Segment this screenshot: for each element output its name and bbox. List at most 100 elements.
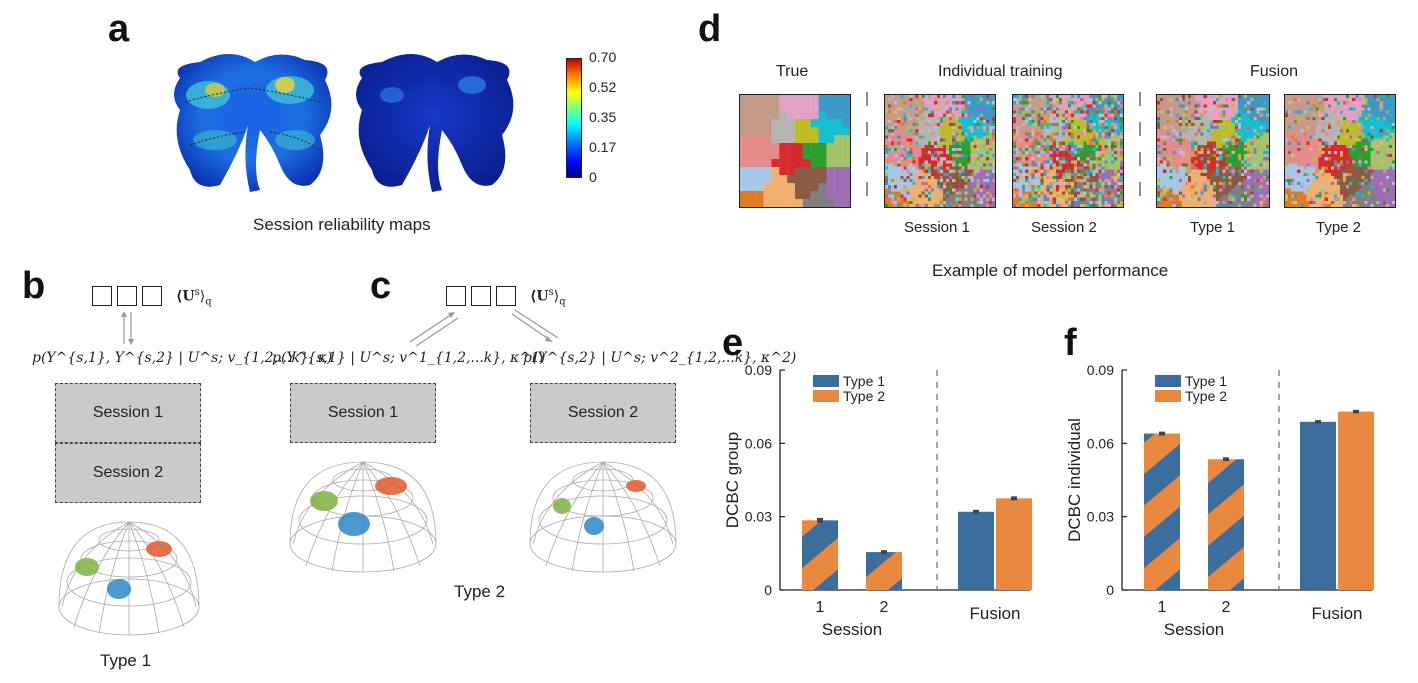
- cluster-orange: [375, 477, 407, 495]
- session2-box-b: Session 2: [55, 443, 201, 503]
- cluster-green: [310, 491, 338, 511]
- legend-swatch-type2: [813, 390, 839, 402]
- expectation-label-b: ⟨Us⟩q: [176, 287, 212, 308]
- reliability-map-session2: [356, 54, 514, 192]
- parcellation-session2: [1012, 94, 1124, 208]
- panel-a-caption: Session reliability maps: [253, 215, 431, 234]
- hemisphere-type2-session2: [529, 461, 677, 573]
- y-tick-label: 0.06: [1087, 435, 1114, 451]
- cluster-blue: [107, 579, 131, 599]
- x-tick-label-fusion: Fusion: [1311, 604, 1362, 623]
- likelihood-b: p(Y^{s,1}, Y^{s,2} | U^s; v_{1,2,...k}, …: [32, 350, 333, 366]
- error-bar: [1315, 420, 1321, 424]
- y-tick-label: 0.09: [1087, 362, 1114, 378]
- expectation-superscript: s: [548, 287, 554, 298]
- x-axis-label: Session: [1164, 620, 1224, 639]
- bar-session-2: [866, 552, 902, 590]
- legend-swatch-type1: [813, 375, 839, 387]
- x-tick-label: 2: [880, 599, 889, 616]
- divider-dashed: [866, 92, 868, 212]
- x-tick-label: 2: [1222, 599, 1231, 616]
- cluster-orange: [626, 480, 646, 492]
- posterior-square: [471, 286, 491, 306]
- chart-dcbc-individual: 0 0.03 0.06 0.09 DCBC individual 1 2 Fusion Sess…: [1065, 362, 1374, 639]
- d-label-session1: Session 1: [904, 219, 970, 236]
- error-bar: [817, 517, 823, 523]
- colorbar-tick: 0.70: [589, 49, 617, 65]
- bar-session-1: [802, 520, 838, 590]
- cluster-blue: [584, 517, 604, 535]
- d-title-individual: Individual training: [938, 63, 1063, 80]
- y-tick-label: 0.09: [745, 362, 772, 378]
- panel-letter-e: e: [722, 322, 744, 364]
- arrows-c: [409, 309, 559, 347]
- y-tick-label: 0.06: [745, 435, 772, 451]
- expectation-symbol: ⟨U: [530, 288, 549, 305]
- posterior-square: [92, 286, 112, 306]
- parcellation-type1: [1156, 94, 1270, 208]
- d-label-type1: Type 1: [1190, 219, 1236, 236]
- parcellation-session1: [884, 94, 996, 208]
- cluster-orange: [146, 541, 172, 557]
- legend-label-type2: Type 2: [1185, 388, 1227, 404]
- expectation-subscript: q: [205, 296, 212, 308]
- posterior-square: [142, 286, 162, 306]
- legend-swatch-type2: [1155, 390, 1181, 402]
- d-title-true: True: [776, 63, 809, 80]
- cluster-blue: [338, 512, 370, 536]
- error-bar: [1353, 409, 1359, 414]
- expectation-subscript: q: [559, 296, 566, 308]
- session2-box-c: Session 2: [530, 383, 676, 443]
- x-axis-label: Session: [822, 620, 882, 639]
- hemisphere-type2-session1: [289, 461, 437, 573]
- posterior-square: [446, 286, 466, 306]
- panel-letter-d: d: [698, 8, 722, 50]
- d-label-session2: Session 2: [1031, 219, 1097, 236]
- bar-fusion-type2: [1338, 411, 1374, 590]
- error-bar: [1011, 496, 1017, 501]
- x-tick-label: 1: [816, 599, 825, 616]
- colorbar-tick: 0: [589, 169, 597, 185]
- cluster-green: [553, 498, 571, 514]
- expectation-symbol: ⟨U: [176, 288, 195, 305]
- legend-label-type2: Type 2: [843, 388, 885, 404]
- error-bar: [973, 509, 979, 514]
- panel-letter-a: a: [108, 8, 130, 50]
- type2-label: Type 2: [454, 582, 506, 601]
- y-tick-label: 0: [764, 582, 772, 598]
- x-tick-label-fusion: Fusion: [969, 604, 1020, 623]
- likelihood-c2: p(Y^{s,2} | U^s; v^2_{1,2,...k}, κ^2): [523, 350, 797, 366]
- d-title-fusion: Fusion: [1250, 63, 1299, 80]
- panel-letter-f: f: [1064, 322, 1077, 364]
- chart-dcbc-group: 0 0.03 0.06 0.09 DCBC group 1 2 Fusion Session Ty…: [723, 362, 1032, 639]
- y-axis-label: DCBC individual: [1065, 418, 1084, 542]
- posterior-square: [496, 286, 516, 306]
- colorbar-tick: 0.52: [589, 79, 617, 95]
- hemisphere-type1: [58, 521, 200, 636]
- colorbar-tick: 0.17: [589, 139, 617, 155]
- divider-dashed: [1139, 92, 1141, 212]
- error-bar: [1159, 431, 1165, 436]
- x-tick-label: 1: [1158, 599, 1167, 616]
- d-label-type2: Type 2: [1316, 219, 1362, 236]
- panel-letter-c: c: [370, 265, 392, 307]
- parcellation-type2: [1284, 94, 1396, 208]
- cluster-green: [75, 558, 99, 576]
- error-bar: [1223, 457, 1229, 462]
- type1-label: Type 1: [100, 651, 152, 670]
- d-caption: Example of model performance: [932, 261, 1169, 280]
- likelihood-c1: p(Y^{s,1} | U^s; v^1_{1,2,...k}, κ^1): [272, 350, 546, 366]
- session1-box-b: Session 1: [55, 383, 201, 443]
- legend-label-type1: Type 1: [1185, 373, 1227, 389]
- bar-fusion-type1: [1300, 421, 1336, 590]
- expectation-label-c: ⟨Us⟩q: [530, 287, 566, 308]
- colorbar: [566, 58, 582, 178]
- parcellation-true: [739, 94, 851, 208]
- y-tick-label: 0: [1106, 582, 1114, 598]
- session1-box-c: Session 1: [290, 383, 436, 443]
- panel-letter-b: b: [22, 265, 46, 307]
- y-tick-label: 0.03: [745, 509, 772, 525]
- legend-label-type1: Type 1: [843, 373, 885, 389]
- arrows-b: [121, 311, 134, 345]
- colorbar-tick: 0.35: [589, 109, 617, 125]
